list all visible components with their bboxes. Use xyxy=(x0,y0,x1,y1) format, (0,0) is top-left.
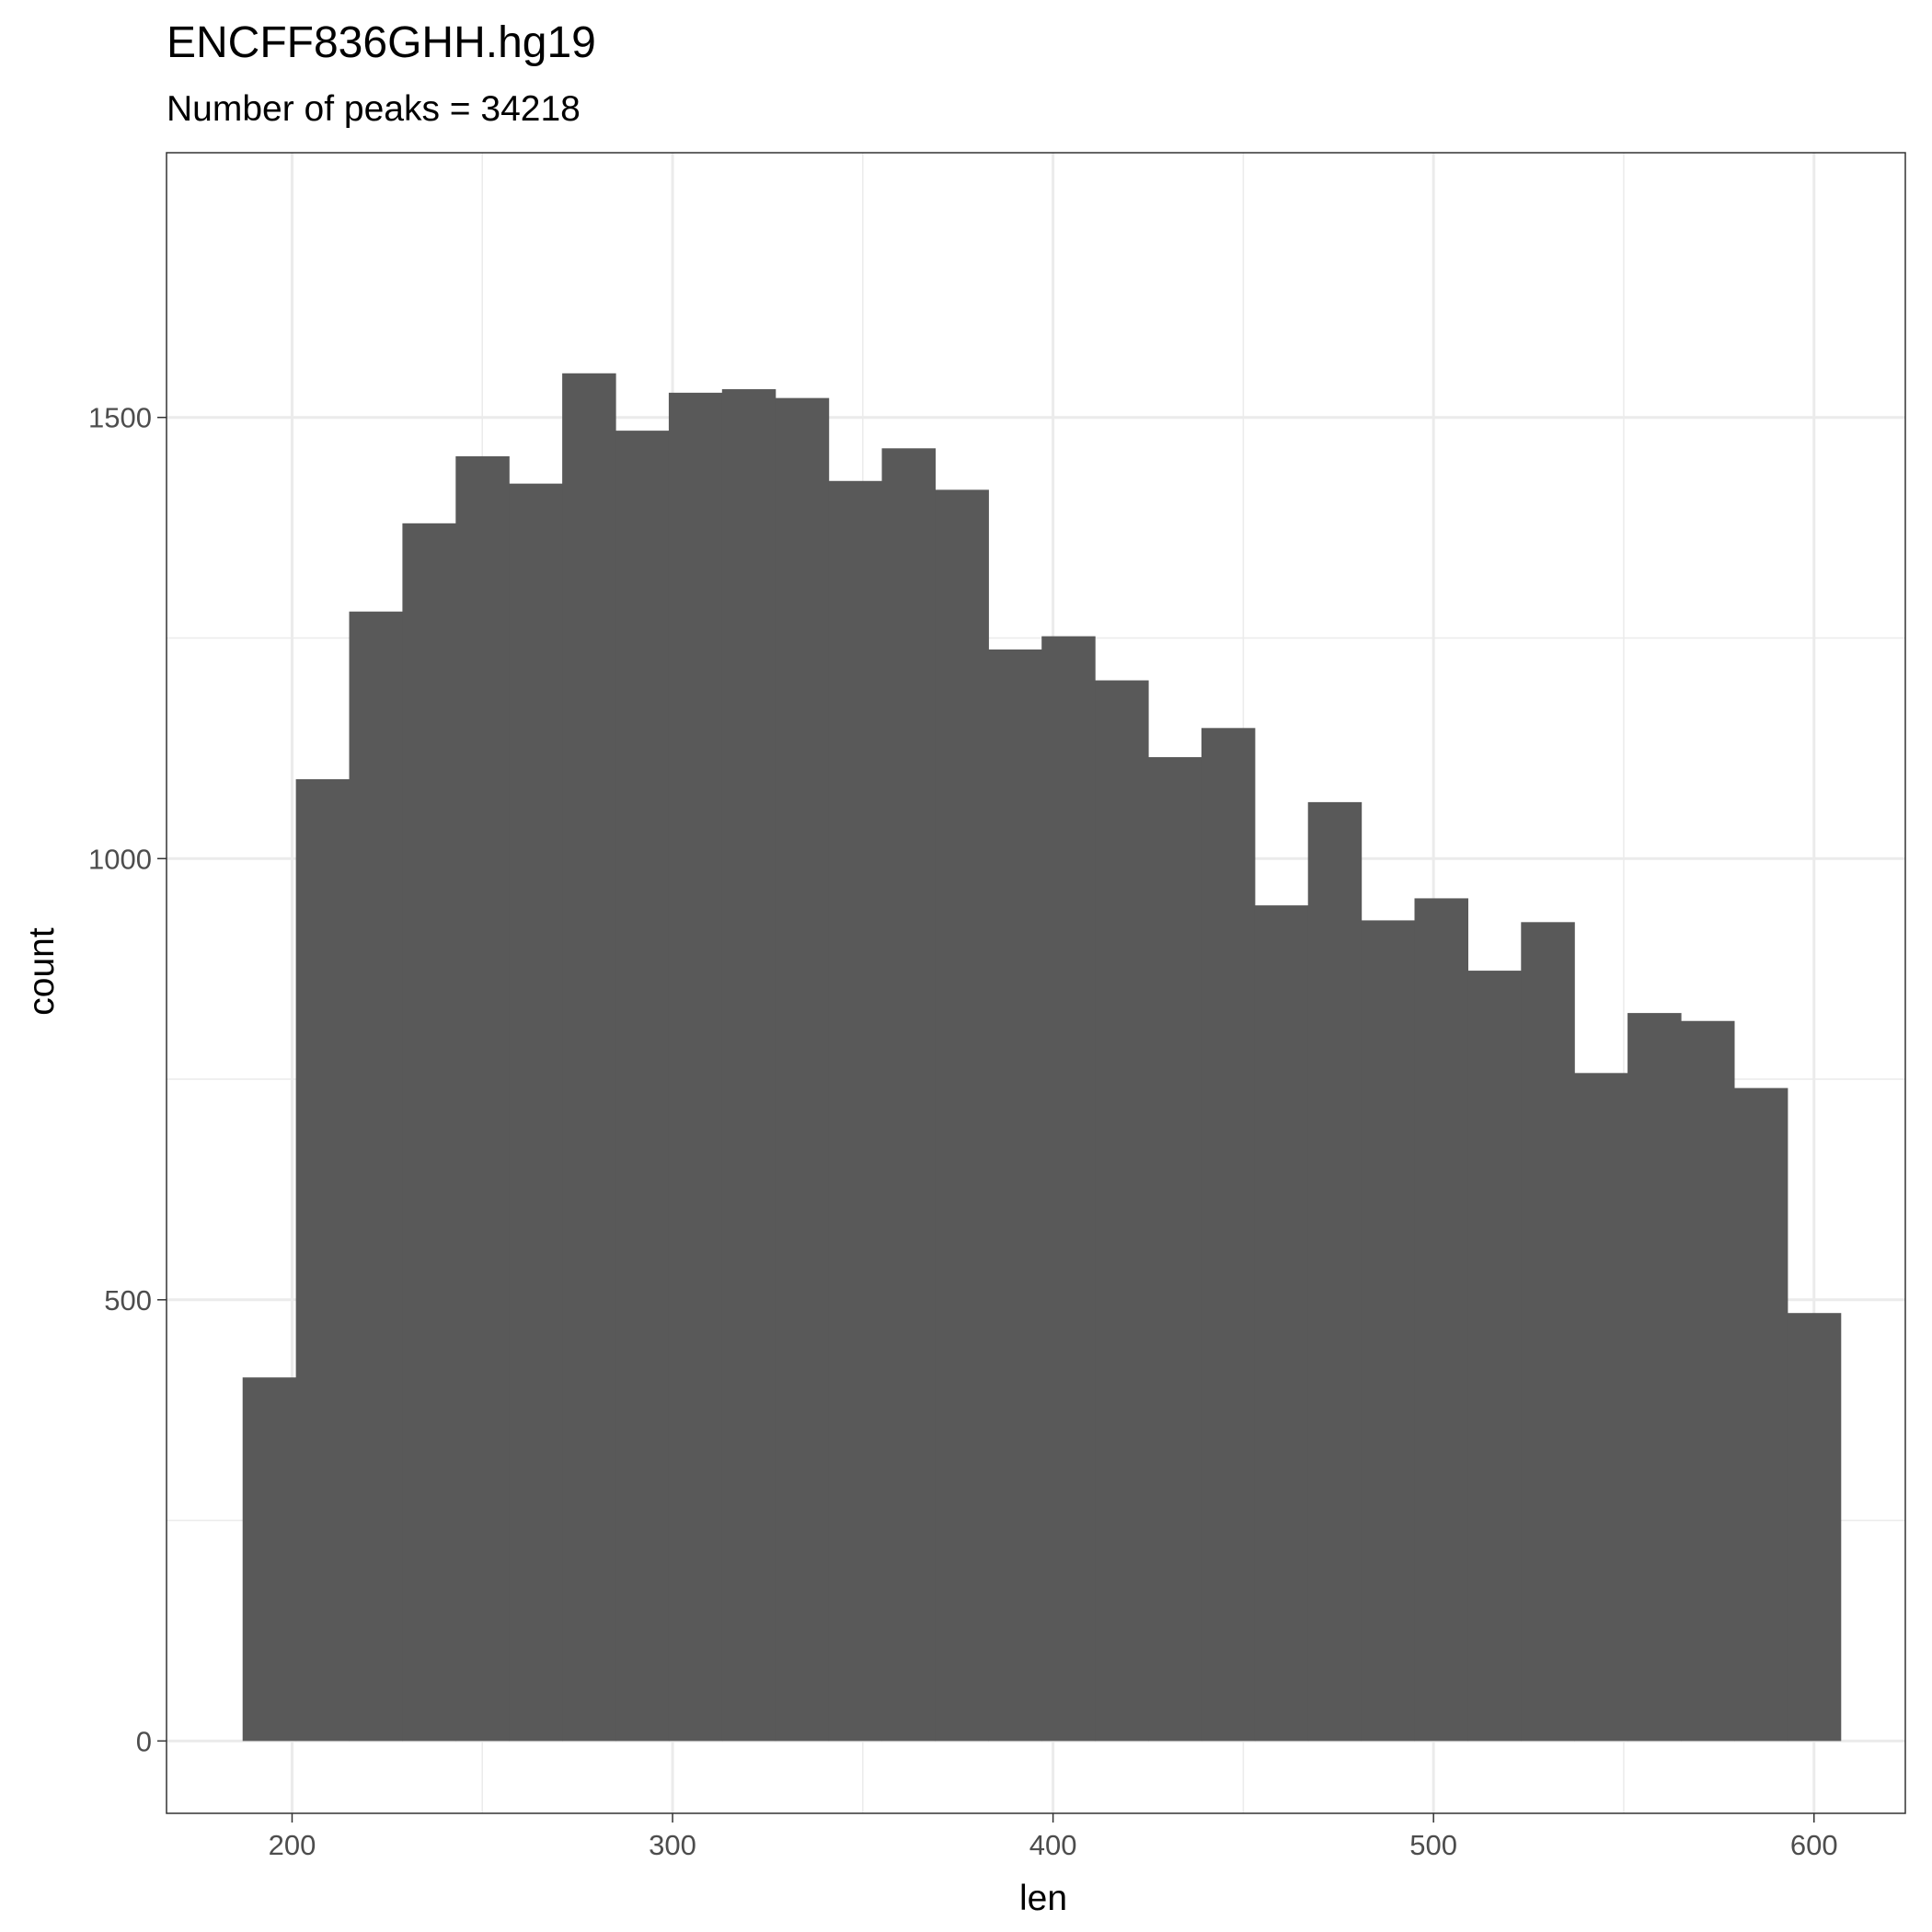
histogram-bar xyxy=(1201,728,1256,1742)
y-tick-label: 500 xyxy=(104,1284,152,1317)
plot-panel-border xyxy=(166,152,1906,1814)
histogram-bar xyxy=(562,373,616,1742)
histogram-bar xyxy=(402,523,456,1742)
x-tick-label: 600 xyxy=(1790,1829,1838,1861)
x-tick-label: 200 xyxy=(269,1829,316,1861)
histogram-bar xyxy=(1095,680,1149,1742)
histogram-bar xyxy=(935,489,989,1742)
y-tick-label: 1000 xyxy=(88,843,152,875)
histogram-bar xyxy=(988,649,1042,1742)
histogram-bar xyxy=(1307,801,1363,1742)
y-tick-label: 1500 xyxy=(88,402,152,434)
y-axis: 0 500 1000 1500 xyxy=(88,402,167,1757)
x-axis-title: len xyxy=(1019,1879,1067,1918)
histogram-bar xyxy=(828,480,883,1742)
x-tick-label: 300 xyxy=(649,1829,696,1861)
histogram-bar xyxy=(1467,971,1522,1742)
histogram-bar xyxy=(455,455,510,1742)
chart-title: ENCFF836GHH.hg19 xyxy=(167,18,596,67)
histogram-bar xyxy=(775,397,830,1742)
histogram-bar xyxy=(509,483,563,1742)
histogram-bar xyxy=(881,448,937,1742)
histogram-bar xyxy=(1627,1013,1682,1742)
y-tick-label: 0 xyxy=(136,1725,152,1757)
histogram-bar xyxy=(1254,905,1309,1742)
histogram-bar xyxy=(1733,1087,1788,1742)
histogram-bar xyxy=(1361,920,1416,1742)
histogram-bar xyxy=(1041,636,1096,1742)
histogram-bar xyxy=(615,431,670,1742)
histogram-bar xyxy=(242,1377,297,1742)
histogram-bar xyxy=(668,392,723,1742)
histogram-bar xyxy=(1521,922,1575,1742)
y-axis-title: count xyxy=(22,927,62,1016)
histogram-bar xyxy=(1574,1073,1628,1742)
histogram-bar xyxy=(295,778,351,1742)
x-tick-label: 400 xyxy=(1029,1829,1077,1861)
chart-subtitle: Number of peaks = 34218 xyxy=(167,89,581,129)
histogram-bar xyxy=(721,389,776,1742)
histogram-bar xyxy=(1787,1313,1842,1742)
histogram-bar xyxy=(349,611,404,1742)
x-axis: 200 300 400 500 600 xyxy=(269,1813,1838,1861)
x-tick-label: 500 xyxy=(1409,1829,1457,1861)
histogram-bar xyxy=(1680,1020,1735,1742)
histogram-bars xyxy=(242,373,1842,1742)
histogram-bar xyxy=(1148,756,1202,1742)
histogram-bar xyxy=(1414,898,1468,1742)
